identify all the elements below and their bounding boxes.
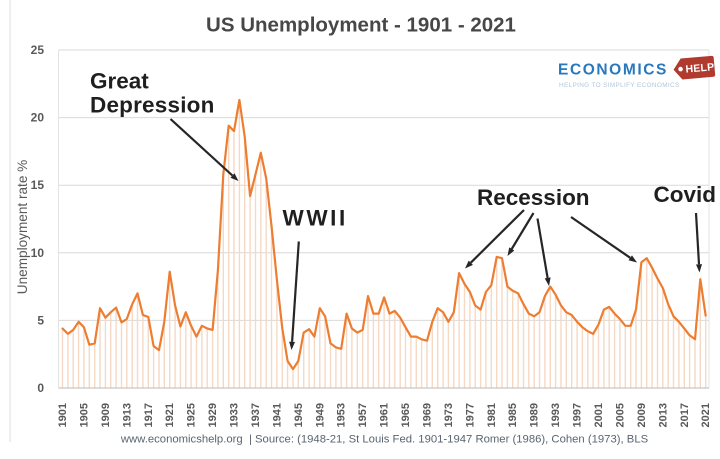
svg-text:1921: 1921: [164, 403, 176, 427]
svg-text:www.economicshelp.org | Sourc: www.economicshelp.org | Source: (1948-21…: [120, 434, 649, 446]
svg-text:1973: 1973: [443, 403, 455, 427]
svg-text:1981: 1981: [486, 403, 498, 427]
svg-text:5: 5: [37, 313, 44, 327]
svg-text:15: 15: [31, 178, 45, 192]
svg-text:1977: 1977: [464, 403, 476, 427]
svg-text:25: 25: [31, 43, 45, 57]
svg-text:2017: 2017: [679, 403, 691, 427]
svg-text:1941: 1941: [271, 403, 283, 427]
svg-text:1905: 1905: [78, 403, 90, 427]
svg-text:0: 0: [37, 381, 44, 395]
svg-text:1909: 1909: [100, 403, 112, 427]
svg-text:Unemployment rate %: Unemployment rate %: [15, 160, 30, 294]
svg-text:2013: 2013: [657, 403, 669, 427]
svg-text:1965: 1965: [400, 403, 412, 427]
svg-text:1953: 1953: [336, 403, 348, 427]
svg-text:WWII: WWII: [283, 206, 348, 231]
svg-text:2005: 2005: [614, 403, 626, 427]
svg-text:2009: 2009: [636, 403, 648, 427]
svg-text:1989: 1989: [529, 403, 541, 427]
svg-text:2001: 2001: [593, 403, 605, 427]
svg-text:20: 20: [31, 111, 45, 125]
svg-text:1933: 1933: [229, 403, 241, 427]
svg-text:Great: Great: [90, 69, 149, 94]
svg-text:1997: 1997: [572, 403, 584, 427]
svg-text:Recession: Recession: [477, 185, 590, 210]
svg-text:10: 10: [31, 246, 45, 260]
svg-text:HELPING TO SIMPLIFY ECONOMICS: HELPING TO SIMPLIFY ECONOMICS: [559, 82, 680, 89]
svg-text:1917: 1917: [143, 403, 155, 427]
svg-text:ECONOMICS: ECONOMICS: [558, 62, 668, 79]
svg-text:1901: 1901: [57, 403, 69, 427]
svg-text:1925: 1925: [186, 403, 198, 427]
svg-text:1993: 1993: [550, 403, 562, 427]
svg-text:1949: 1949: [314, 403, 326, 427]
svg-text:US Unemployment - 1901 - 2021: US Unemployment - 1901 - 2021: [206, 14, 516, 37]
svg-text:HELP: HELP: [685, 61, 715, 75]
svg-text:1961: 1961: [379, 403, 391, 427]
svg-text:Depression: Depression: [90, 92, 215, 117]
svg-text:1985: 1985: [507, 403, 519, 427]
svg-text:1969: 1969: [422, 403, 434, 427]
svg-text:1957: 1957: [357, 403, 369, 427]
svg-text:Covid: Covid: [654, 182, 717, 207]
svg-text:2021: 2021: [700, 403, 712, 427]
svg-text:1945: 1945: [293, 403, 305, 427]
svg-text:1929: 1929: [207, 403, 219, 427]
svg-text:1937: 1937: [250, 403, 262, 427]
svg-text:1913: 1913: [121, 403, 133, 427]
